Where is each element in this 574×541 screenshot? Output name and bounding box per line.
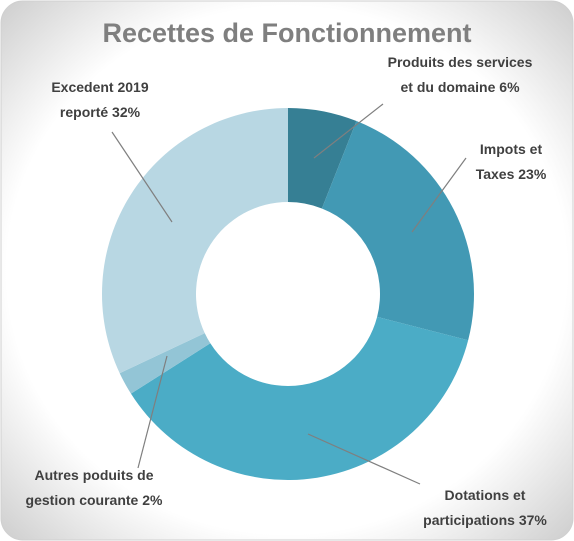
data-label: Produits des services et du domaine 6% [382,50,538,100]
value-label: 32% [112,104,141,120]
value-label: 6% [499,79,520,95]
leader-line [111,131,173,223]
data-label: Autres poduits de gestion courante 2% [10,463,178,513]
donut [101,108,474,480]
value-label: 37% [518,512,547,528]
category-label: Autres poduits de gestion courante [25,467,154,508]
donut-slice [101,108,288,374]
value-label: 23% [518,166,547,182]
category-label: Dotations et participations [423,487,526,528]
category-label: Excedent 2019 reporté [51,79,149,120]
data-label: Excedent 2019 reporté 32% [28,75,172,125]
data-label: Dotations et participations 37% [400,483,570,533]
donut-slice [130,316,469,480]
leader-lines [111,103,467,485]
category-label: Impots et Taxes [475,141,543,182]
leader-line [137,355,168,469]
leader-line [411,157,467,233]
category-label: Produits des services et du domaine [387,54,533,95]
donut-slice [321,121,474,341]
chart-title: Recettes de Fonctionnement [102,18,472,48]
leader-line [313,103,384,159]
donut-slice [288,108,357,209]
leader-line [307,433,421,485]
data-label: Impots et Taxes 23% [466,137,556,187]
value-label: 2% [142,492,163,508]
